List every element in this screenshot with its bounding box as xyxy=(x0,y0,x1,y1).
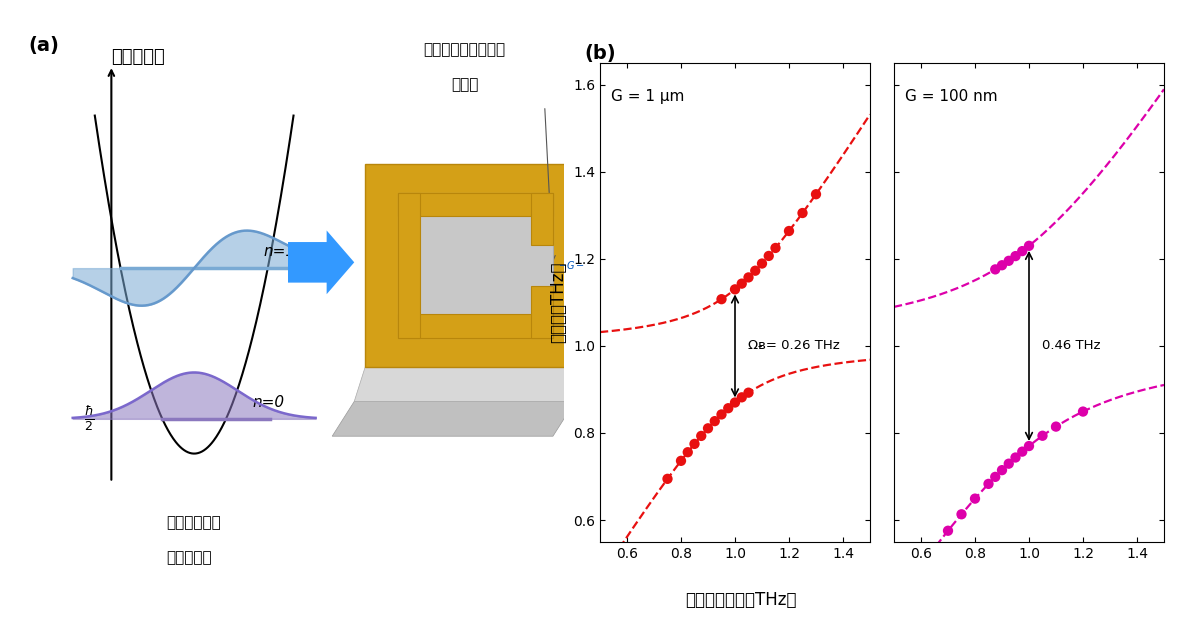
Point xyxy=(985,472,1004,482)
Point xyxy=(1020,441,1039,451)
Text: G = 1 μm: G = 1 μm xyxy=(611,89,684,104)
Polygon shape xyxy=(530,193,553,245)
Polygon shape xyxy=(398,193,553,338)
Point xyxy=(938,525,958,536)
Polygon shape xyxy=(398,193,420,338)
Point xyxy=(793,208,812,218)
Text: 共振器: 共振器 xyxy=(451,77,479,92)
FancyArrow shape xyxy=(288,231,354,294)
Point xyxy=(985,265,1004,275)
Point xyxy=(752,258,772,268)
Point xyxy=(745,266,764,276)
Point xyxy=(1013,447,1032,457)
Polygon shape xyxy=(354,367,586,401)
Point xyxy=(678,447,697,457)
Point xyxy=(732,392,751,403)
Point xyxy=(725,284,744,294)
Text: (b): (b) xyxy=(584,44,616,63)
Point xyxy=(691,431,710,441)
Text: 0.46 THz: 0.46 THz xyxy=(1043,340,1102,352)
Point xyxy=(1074,406,1093,416)
Point xyxy=(672,455,691,466)
Point xyxy=(979,479,998,489)
Polygon shape xyxy=(332,401,575,436)
Point xyxy=(1033,431,1052,441)
Point xyxy=(698,423,718,433)
Point xyxy=(712,410,731,420)
Point xyxy=(725,398,744,408)
Text: $-G-$: $-G-$ xyxy=(558,259,586,272)
Point xyxy=(1000,459,1019,469)
Text: (a): (a) xyxy=(29,37,60,55)
Point xyxy=(739,387,758,398)
Polygon shape xyxy=(398,193,553,216)
Point xyxy=(992,260,1012,270)
Point xyxy=(712,294,731,304)
Point xyxy=(739,272,758,282)
Point xyxy=(1013,246,1032,256)
Text: n=0: n=0 xyxy=(252,395,284,410)
Point xyxy=(732,278,751,289)
Text: 共振器周波数（THz）: 共振器周波数（THz） xyxy=(685,591,797,609)
Text: 電磁波の真空: 電磁波の真空 xyxy=(167,515,221,530)
Polygon shape xyxy=(530,285,553,338)
Point xyxy=(1006,251,1025,261)
Point xyxy=(1000,256,1019,266)
Text: Ωᴃ= 0.26 THz: Ωᴃ= 0.26 THz xyxy=(749,340,840,352)
Point xyxy=(806,189,826,199)
Point xyxy=(992,465,1012,475)
Point xyxy=(1046,421,1066,432)
Polygon shape xyxy=(398,314,553,338)
Text: スプリットリング型: スプリットリング型 xyxy=(424,42,505,57)
Point xyxy=(1006,452,1025,462)
Text: n=1: n=1 xyxy=(263,244,295,260)
Text: エネルギー: エネルギー xyxy=(112,48,166,66)
Point xyxy=(719,403,738,413)
Point xyxy=(780,226,799,236)
Text: 量子揺らぎ: 量子揺らぎ xyxy=(167,551,212,566)
Y-axis label: 周波数（THz）: 周波数（THz） xyxy=(550,261,568,343)
Polygon shape xyxy=(365,164,586,367)
Text: $\frac{\hbar}{2}$: $\frac{\hbar}{2}$ xyxy=(84,404,95,433)
Point xyxy=(706,416,725,426)
Point xyxy=(952,509,971,519)
Point xyxy=(965,493,984,503)
Text: G = 100 nm: G = 100 nm xyxy=(905,89,997,104)
Point xyxy=(766,243,785,253)
Point xyxy=(1020,241,1039,251)
Point xyxy=(658,474,677,484)
Point xyxy=(685,439,704,449)
Point xyxy=(760,251,779,261)
